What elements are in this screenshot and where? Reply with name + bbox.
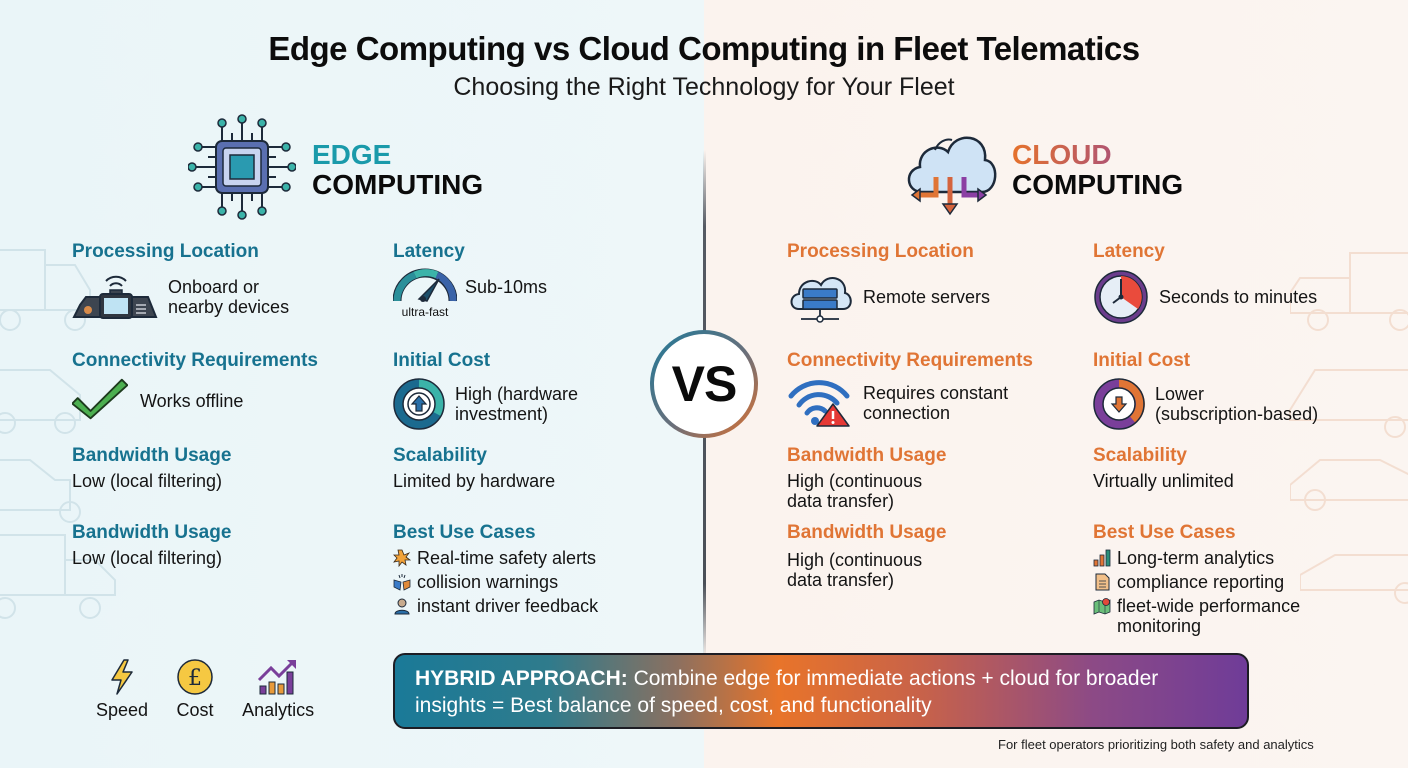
bar-chart-icon <box>1093 549 1111 567</box>
hybrid-approach-banner: HYBRID APPROACH: Combine edge for immedi… <box>393 653 1249 729</box>
legend: Speed £ Cost Analytics <box>96 656 314 721</box>
cloud-connectivity-heading: Connectivity Requirements <box>787 350 1033 371</box>
car-outline-icon <box>0 459 81 523</box>
cloud-initial-cost: Initial Cost Lower (subscription-based) <box>1093 350 1318 430</box>
hybrid-label: HYBRID APPROACH: <box>415 667 628 690</box>
cloud-bandwidth-heading: Bandwidth Usage <box>787 522 947 543</box>
van-outline-icon <box>1289 369 1408 438</box>
cloud-brand-title: CLOUD COMPUTING <box>1012 140 1183 200</box>
hybrid-text: Combine edge for immediate actions + clo… <box>415 667 1159 717</box>
cloud-cost-heading: Initial Cost <box>1093 350 1191 371</box>
alert-burst-icon <box>393 549 411 567</box>
edge-scalability: Scalability Limited by hardware <box>393 445 555 491</box>
edge-processing-value: Onboard or nearby devices <box>168 277 290 317</box>
cost-down-arrow-icon <box>1093 378 1145 430</box>
dashcam-device-icon <box>72 275 158 319</box>
vs-badge: VS <box>650 330 758 438</box>
document-icon <box>1095 573 1110 591</box>
legend-item-speed: Speed <box>96 658 148 721</box>
sedan-outline-icon <box>1300 554 1408 604</box>
edge-latency: Latency ultra-fast Sub-10ms <box>393 241 547 319</box>
edge-scalability-heading: Scalability <box>393 445 487 466</box>
cloud-connectivity: Connectivity Requirements Requires const… <box>787 350 1033 428</box>
cloud-bandwidth-2: Bandwidth Usage High (continuous data tr… <box>787 522 946 590</box>
cloud-scalability: Scalability Virtually unlimited <box>1093 445 1234 491</box>
cloud-latency-heading: Latency <box>1093 241 1165 262</box>
cloud-server-icon <box>790 277 852 323</box>
microchip-icon <box>187 113 297 226</box>
edge-latency-heading: Latency <box>393 241 465 262</box>
edge-cost-value: High (hardware investment) <box>455 384 579 424</box>
cloud-connectivity-value: Requires constant connection <box>863 383 1009 423</box>
edge-processing-location: Processing Location Onboard or nearby de… <box>72 241 289 325</box>
cloud-bandwidth-1: Bandwidth Usage High (continuous data tr… <box>787 445 946 511</box>
use-case-item: instant driver feedback <box>393 594 598 618</box>
truck-outline-icon <box>0 249 91 331</box>
edge-connectivity-value: Works offline <box>140 391 244 411</box>
edge-connectivity-heading: Connectivity Requirements <box>72 350 318 371</box>
use-case-item: Long-term analytics <box>1093 546 1300 570</box>
wifi-warning-icon <box>788 380 850 427</box>
cloud-arrows-icon <box>900 122 1000 225</box>
truck-outline-icon <box>1290 252 1408 331</box>
pound-coin-icon: £ <box>177 659 213 695</box>
cloud-title-line2: COMPUTING <box>1012 169 1184 200</box>
cloud-processing-heading: Processing Location <box>787 241 974 262</box>
cloud-use-cases-heading: Best Use Cases <box>1093 522 1236 543</box>
cloud-cost-value: Lower (subscription-based) <box>1155 384 1319 424</box>
speedometer-icon <box>393 268 457 302</box>
edge-processing-heading: Processing Location <box>72 241 259 262</box>
cloud-bandwidth-heading: Bandwidth Usage <box>787 445 947 466</box>
edge-bandwidth-value: Low (local filtering) <box>72 471 223 491</box>
checkmark-icon <box>72 378 128 420</box>
analytics-chart-icon <box>258 660 297 695</box>
cloud-bandwidth-value: High (continuous data transfer) <box>787 471 923 511</box>
legend-item-cost: £ Cost <box>176 658 214 721</box>
cloud-scalability-heading: Scalability <box>1093 445 1187 466</box>
svg-text:£: £ <box>188 666 202 691</box>
edge-connectivity: Connectivity Requirements Works offline <box>72 350 318 424</box>
edge-use-cases: Best Use Cases Real-time safety alerts c… <box>393 522 598 618</box>
cloud-title-line1: CLOUD <box>1012 140 1183 170</box>
use-case-item: Real-time safety alerts <box>393 546 598 570</box>
collision-icon <box>393 574 411 591</box>
cloud-use-cases: Best Use Cases Long-term analytics compl… <box>1093 522 1300 638</box>
cloud-latency-value: Seconds to minutes <box>1159 287 1318 307</box>
cloud-processing-location: Processing Location Remote servers <box>787 241 990 325</box>
edge-cost-heading: Initial Cost <box>393 350 491 371</box>
edge-brand-title: EDGE COMPUTING <box>312 140 483 200</box>
lightning-icon <box>111 659 133 695</box>
footnote: For fleet operators prioritizing both sa… <box>998 737 1314 752</box>
car-outline-icon <box>1290 459 1408 511</box>
driver-icon <box>394 598 410 615</box>
cloud-bandwidth-value: High (continuous data transfer) <box>787 550 923 590</box>
use-case-item: collision warnings <box>393 570 598 594</box>
cost-up-arrow-icon <box>393 378 445 430</box>
cloud-processing-value: Remote servers <box>863 287 991 307</box>
edge-bandwidth-2: Bandwidth Usage Low (local filtering) <box>72 522 231 568</box>
edge-bandwidth-1: Bandwidth Usage Low (local filtering) <box>72 445 231 491</box>
edge-bandwidth-heading: Bandwidth Usage <box>72 445 232 466</box>
edge-bandwidth-value: Low (local filtering) <box>72 548 223 568</box>
cloud-scalability-value: Virtually unlimited <box>1093 471 1234 491</box>
use-case-item: fleet-wide performance monitoring <box>1093 594 1300 638</box>
map-pin-icon <box>1093 598 1111 615</box>
edge-title-line1: EDGE <box>312 139 392 170</box>
edge-title-line2: COMPUTING <box>312 169 484 200</box>
legend-item-analytics: Analytics <box>242 656 314 721</box>
page-title: Edge Computing vs Cloud Computing in Fle… <box>268 30 1140 67</box>
edge-scalability-value: Limited by hardware <box>393 471 556 491</box>
use-case-item: compliance reporting <box>1093 570 1300 594</box>
vs-label: VS <box>654 334 754 434</box>
edge-latency-value: Sub-10ms <box>465 277 548 297</box>
cloud-latency: Latency Seconds to minutes <box>1093 241 1317 325</box>
latency-icon-caption: ultra-fast <box>401 305 449 319</box>
truck-outline-icon <box>0 534 116 619</box>
edge-initial-cost: Initial Cost High (hardware investment) <box>393 350 578 430</box>
page-subtitle: Choosing the Right Technology for Your F… <box>453 73 955 101</box>
edge-bandwidth-heading: Bandwidth Usage <box>72 522 232 543</box>
edge-use-cases-heading: Best Use Cases <box>393 522 536 543</box>
clock-icon <box>1094 270 1148 324</box>
